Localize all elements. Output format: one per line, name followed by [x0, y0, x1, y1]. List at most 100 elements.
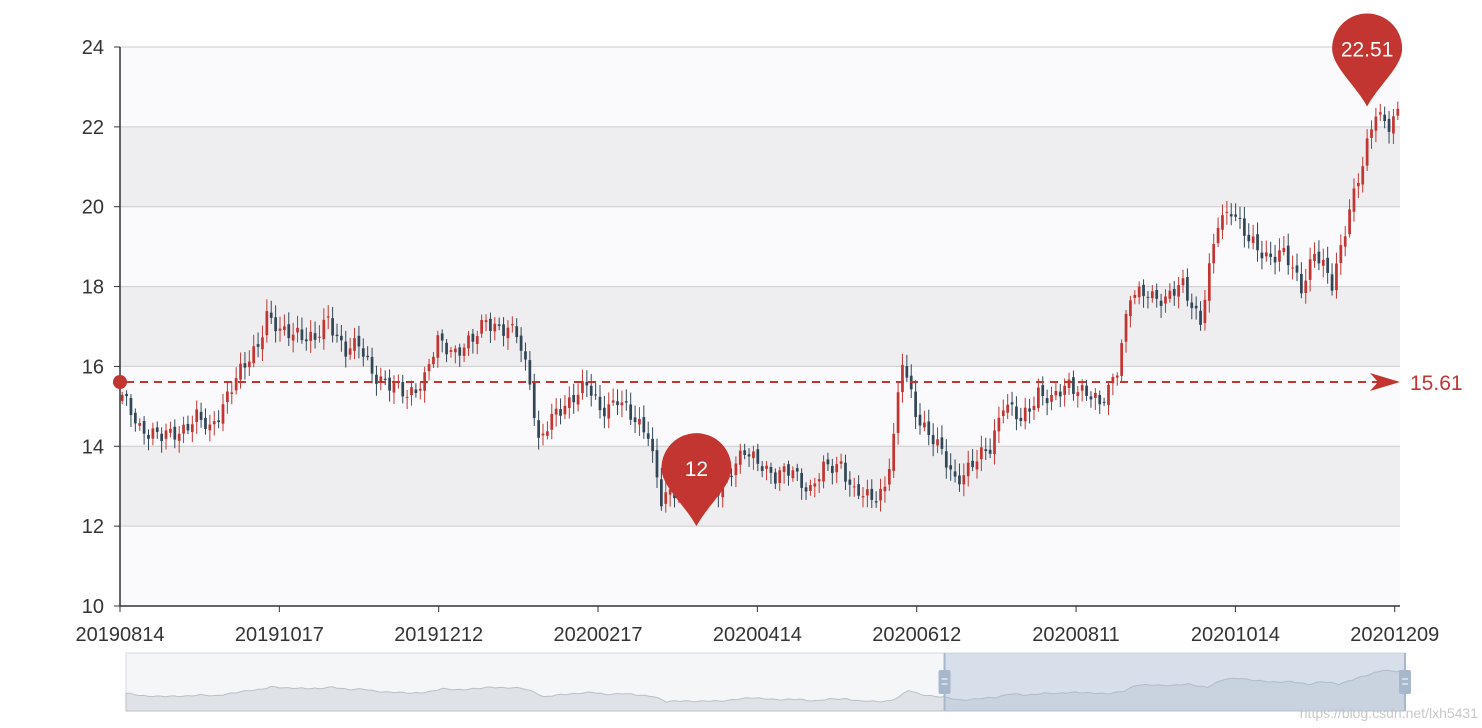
zoom-handle-end[interactable] [1399, 653, 1411, 711]
candle [1225, 200, 1229, 225]
candle-body [274, 317, 277, 332]
candle-body [1317, 251, 1321, 264]
candle-body [563, 405, 567, 415]
candle-body [1107, 384, 1110, 406]
candle [1181, 269, 1185, 293]
candle [861, 487, 865, 508]
candle [208, 414, 212, 442]
candle [1133, 290, 1137, 305]
candle [1190, 293, 1194, 320]
candle-body [177, 433, 181, 441]
candle [1115, 372, 1119, 386]
candle-body [1115, 375, 1119, 378]
zoom-handle-start[interactable] [938, 653, 951, 711]
candle [230, 381, 234, 405]
candle [453, 345, 457, 364]
candle-body [572, 394, 576, 403]
candle-body [436, 335, 440, 358]
candle [1348, 199, 1351, 238]
candle [541, 423, 545, 446]
candle [1352, 178, 1356, 222]
candle [809, 479, 812, 496]
candle-body [1019, 417, 1023, 421]
candle [795, 463, 799, 481]
candle [471, 328, 475, 354]
candle-body [958, 475, 961, 485]
candle-body [734, 463, 738, 476]
candle-body [931, 435, 935, 445]
candle-body [313, 333, 317, 340]
candle [414, 383, 418, 398]
candle [445, 339, 448, 363]
data-zoom-slider[interactable] [125, 652, 1411, 712]
candle [1300, 262, 1303, 299]
candle [1238, 206, 1242, 230]
candle-body [1243, 218, 1246, 236]
candle [760, 461, 764, 478]
candle-body [1186, 277, 1189, 301]
candle-body [589, 385, 593, 396]
candle [1383, 106, 1387, 129]
candle [497, 317, 501, 331]
candle-body [765, 465, 768, 469]
candle-body [195, 409, 199, 423]
candle [1076, 385, 1080, 408]
candle [475, 330, 479, 355]
candle-body [1041, 385, 1045, 396]
candle [1207, 253, 1211, 313]
y-tick-label: 16 [82, 356, 104, 378]
candle [782, 463, 786, 484]
candle [234, 367, 238, 395]
candle [1067, 372, 1071, 395]
candle-body [813, 483, 817, 487]
candle [1199, 301, 1202, 331]
candle [326, 305, 330, 330]
candle [1247, 223, 1251, 249]
candle [1269, 241, 1273, 266]
candle [918, 403, 922, 435]
candle-body [155, 427, 159, 432]
candle [1146, 291, 1150, 309]
candle-body [655, 450, 659, 478]
candle [1129, 295, 1132, 328]
max-mark-point: 22.51 [1332, 13, 1403, 107]
candle-body [668, 489, 672, 495]
candle [318, 325, 321, 343]
candle-body [1133, 294, 1137, 298]
candle [493, 317, 497, 341]
candle [1370, 120, 1373, 149]
candle [335, 323, 339, 343]
candle-body [353, 338, 356, 351]
candle-body [1159, 300, 1163, 306]
candle [160, 427, 164, 453]
candle-body [440, 333, 444, 341]
candle-body [1269, 253, 1273, 258]
candle-body [357, 335, 361, 347]
candle-body [826, 459, 830, 465]
candle [752, 445, 755, 470]
candle-body [1352, 188, 1356, 212]
candle-body [787, 464, 790, 476]
candle [410, 380, 413, 406]
zoom-handle-grip [938, 670, 951, 694]
candle [944, 439, 948, 479]
candle [418, 382, 422, 400]
candle [1317, 240, 1321, 271]
candle [458, 343, 462, 367]
candle-body [1361, 166, 1365, 185]
candle [1282, 235, 1286, 256]
candle [1085, 380, 1088, 401]
candle-body [1326, 257, 1330, 273]
mark-line-label: 15.61 [1410, 372, 1463, 395]
candle-body [204, 417, 207, 429]
candle [291, 322, 295, 353]
candle [361, 338, 365, 367]
candle [1313, 242, 1316, 268]
candle [848, 471, 852, 497]
candle [769, 462, 773, 484]
candle-body [905, 366, 909, 378]
candle-body [1120, 343, 1124, 376]
candle [440, 329, 444, 353]
candle-body [309, 331, 313, 341]
candle [138, 418, 142, 431]
